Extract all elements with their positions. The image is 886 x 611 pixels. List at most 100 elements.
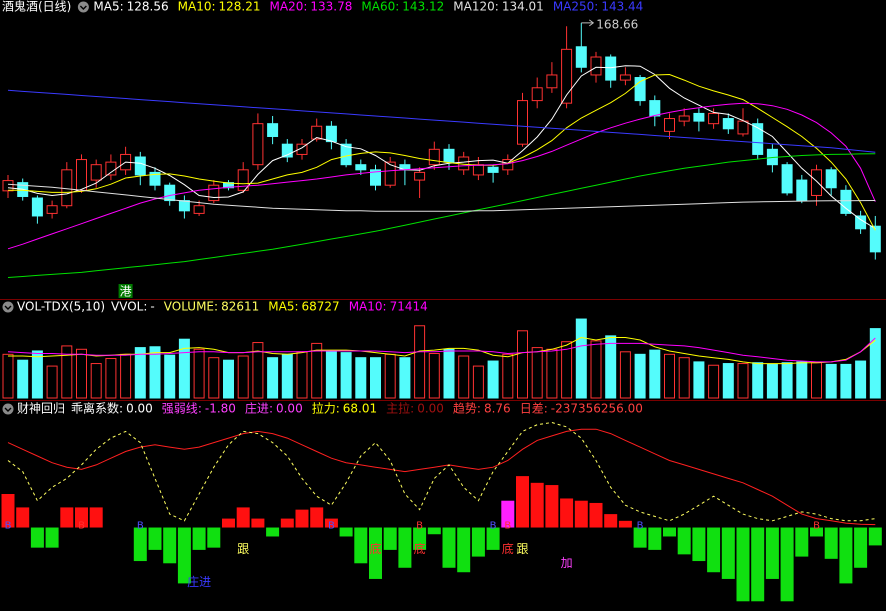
- volume-bar: [208, 357, 220, 399]
- legend-text: 133.78: [310, 0, 352, 14]
- legend-text: :: [120, 0, 124, 14]
- candle-body: [590, 56, 602, 76]
- histogram-bar: [442, 527, 456, 568]
- volume-bar: [370, 357, 381, 399]
- signal-marker: B: [504, 521, 511, 532]
- histogram-bar: [589, 502, 603, 528]
- volume-bar: [223, 359, 234, 399]
- volume-bar: [708, 364, 720, 399]
- histogram-bar: [545, 485, 559, 528]
- histogram-bar: [854, 527, 868, 568]
- legend-text: MA250: [553, 0, 594, 14]
- volume-bar: [855, 360, 867, 399]
- histogram-bar: [663, 527, 676, 537]
- candle-body: [281, 143, 293, 158]
- candle-body: [178, 200, 190, 212]
- legend-text: MA10: [349, 300, 383, 314]
- volume-bar: [678, 357, 690, 399]
- volume-bar: [443, 348, 455, 399]
- candle-body: [325, 125, 337, 143]
- volume-bar: [575, 318, 587, 399]
- signal-marker: B: [416, 521, 423, 532]
- volume-bar: [722, 363, 734, 399]
- histogram-bar: [486, 527, 500, 550]
- candle-body: [796, 179, 808, 202]
- legend-text: VOL-TDX(5,10): [17, 300, 105, 314]
- volume-bar: [237, 355, 249, 399]
- volume-bar: [178, 338, 190, 399]
- histogram-bar: [16, 507, 30, 528]
- legend-text: :: [303, 0, 307, 14]
- histogram-bar: [177, 527, 191, 584]
- candle-body: [428, 148, 440, 166]
- signal-marker: B: [137, 521, 144, 532]
- legend-text: :: [383, 300, 387, 314]
- candle-body: [414, 171, 426, 181]
- indicator-line: [7, 102, 876, 250]
- legend-text: 128.21: [219, 0, 261, 14]
- panel-menu-icon: [2, 301, 14, 313]
- histogram-bar: [413, 527, 427, 550]
- legend-text: MA120: [453, 0, 494, 14]
- legend-text: 乖离系数: [71, 401, 119, 416]
- signal-marker: B: [490, 521, 497, 532]
- histogram-bar: [295, 509, 309, 528]
- legend-text: -: [150, 300, 154, 314]
- signal-label: 跟: [237, 542, 249, 556]
- volume-bar: [796, 361, 808, 399]
- volume-bar: [605, 335, 617, 399]
- indicator-line: [8, 336, 876, 365]
- volume-bar: [46, 365, 58, 399]
- histogram-bar: [457, 527, 471, 573]
- volume-bar: [546, 348, 558, 399]
- legend-text: :: [294, 300, 298, 314]
- candle-body: [517, 100, 528, 145]
- volume-bar: [693, 361, 705, 399]
- histogram-bar: [163, 527, 177, 564]
- volume-bar: [531, 347, 543, 399]
- histogram-bar: [280, 518, 294, 528]
- legend-text: -237356256.00: [551, 402, 643, 416]
- candle-body: [825, 169, 837, 189]
- candle-body: [502, 159, 514, 171]
- volume-bar: [869, 328, 881, 399]
- histogram-bar: [471, 527, 485, 557]
- candle-body: [487, 166, 499, 173]
- legend-text: 82611: [221, 300, 259, 314]
- signal-label: 庄进: [187, 574, 211, 589]
- panel-menu-chevron: [4, 407, 12, 412]
- candle-body: [76, 159, 87, 191]
- signal-label: 底: [502, 541, 514, 556]
- volume-bar: [472, 365, 484, 399]
- histogram-bar: [207, 527, 221, 548]
- signal-marker: B: [813, 521, 820, 532]
- histogram-bar: [692, 527, 706, 562]
- candle-body: [605, 56, 617, 81]
- legend-text: MA5: [268, 300, 294, 314]
- volume-bar: [17, 359, 29, 399]
- candle-body: [105, 161, 117, 176]
- volume-bar: [737, 363, 749, 399]
- volume-bar: [325, 350, 337, 399]
- histogram-bar: [721, 527, 735, 579]
- legend-text: 68727: [302, 300, 340, 314]
- legend-text: 143.12: [402, 0, 444, 14]
- legend-text: MA5: [93, 0, 119, 14]
- volume-bar: [252, 342, 264, 399]
- histogram-bar: [222, 518, 235, 528]
- volume-bar: [281, 353, 293, 399]
- volume-bar: [781, 362, 793, 399]
- volume-bar: [517, 330, 528, 399]
- indicator-line: [7, 183, 876, 212]
- panel-menu-icon: [2, 403, 14, 415]
- candle-body: [634, 77, 646, 102]
- peak-label: 168.66: [596, 17, 638, 31]
- legend-text: VVOL: [111, 300, 144, 314]
- legend-text: VOLUME: [164, 300, 214, 314]
- volume-bar: [76, 348, 87, 399]
- legend-text: :: [143, 300, 147, 314]
- legend-text: 拉力: [312, 401, 336, 416]
- volume-bar: [752, 362, 764, 399]
- legend-text: 趋势: [453, 402, 477, 416]
- legend-text: 酒鬼酒(日线): [2, 0, 71, 14]
